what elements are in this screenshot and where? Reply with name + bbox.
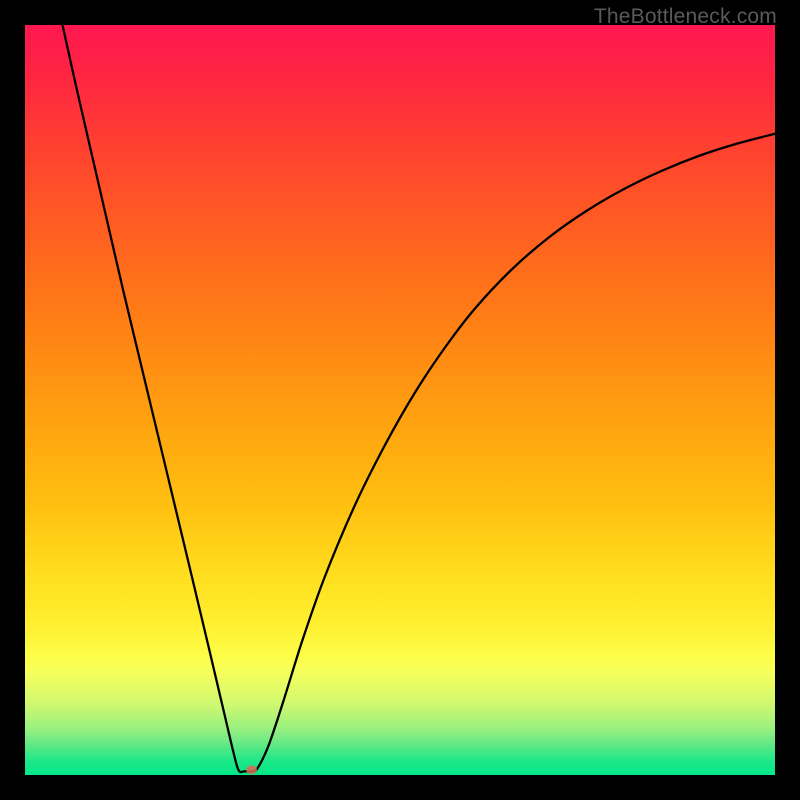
chart-svg [25, 25, 775, 775]
attribution-label: TheBottleneck.com [594, 5, 777, 29]
chart-gradient-background [25, 25, 775, 775]
chart-plot-area [25, 25, 775, 775]
optimal-point-marker [246, 765, 257, 774]
